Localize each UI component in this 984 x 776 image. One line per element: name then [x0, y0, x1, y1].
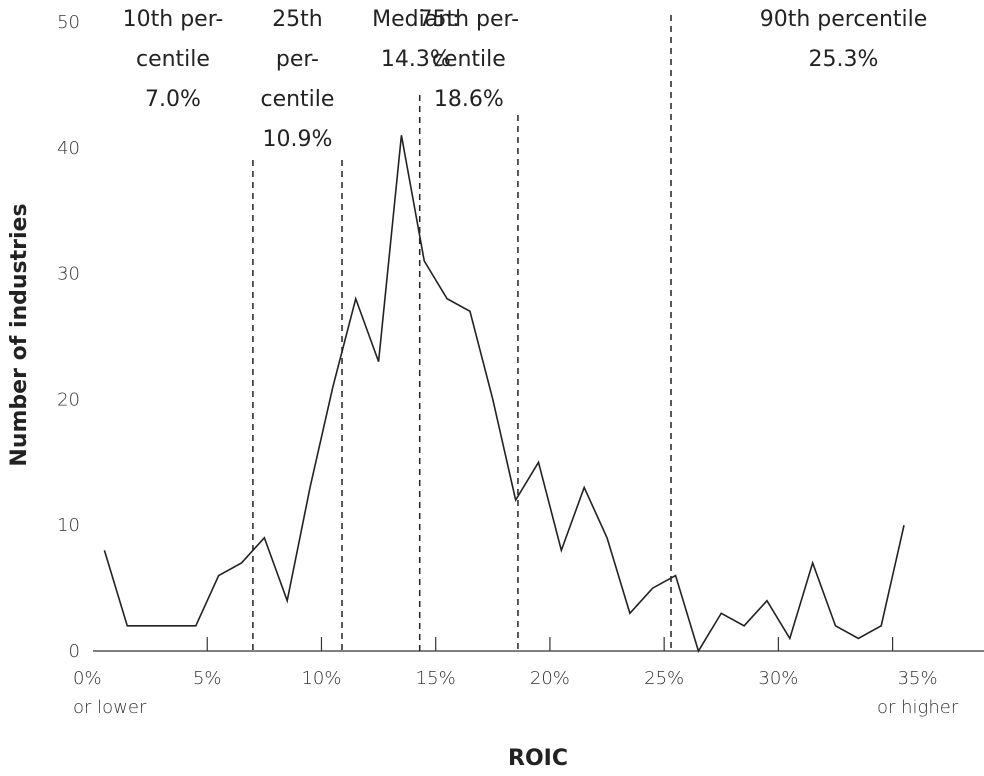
x-tick-label: 5%: [193, 668, 222, 689]
x-tick-label: 15%: [416, 668, 456, 689]
x-tick-label: 0% or lower: [73, 668, 147, 718]
x-tick-label: 20%: [530, 668, 570, 689]
x-axis-title: ROIC: [508, 746, 568, 771]
percentile-label: 25th per-centile 10.9%: [260, 7, 334, 152]
percentile-label: 90th percentile 25.3%: [760, 7, 928, 72]
y-axis-title: Number of industries: [7, 203, 32, 466]
percentile-label: 10th per-centile 7.0%: [123, 7, 224, 112]
x-tick-label: 35% or higher: [877, 668, 959, 718]
y-tick-label: 40: [57, 138, 80, 159]
y-tick-label: 0: [69, 641, 80, 662]
x-tick-label: 25%: [644, 668, 684, 689]
percentile-label: Median: 14.3%: [372, 7, 459, 72]
percentile-label: 75th per-centile 18.6%: [418, 7, 519, 112]
x-tick-label: 10%: [301, 668, 341, 689]
y-tick-label: 20: [57, 389, 80, 410]
y-tick-label: 50: [57, 12, 80, 33]
x-tick-label: 30%: [758, 668, 798, 689]
y-tick-label: 10: [57, 515, 80, 536]
y-tick-label: 30: [57, 264, 80, 285]
data-line: [103, 135, 905, 653]
